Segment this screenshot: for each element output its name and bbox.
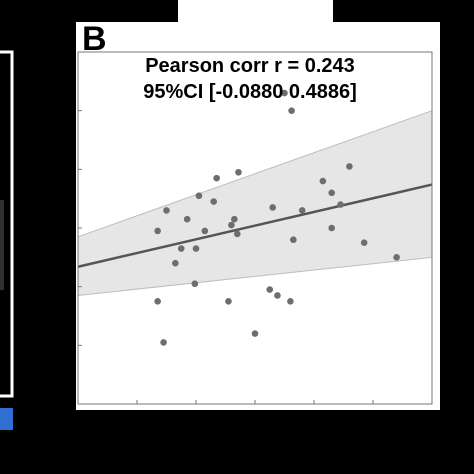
data-point — [201, 227, 209, 235]
data-point — [346, 163, 353, 170]
data-point — [266, 286, 274, 293]
data-point — [328, 224, 336, 232]
data-point — [177, 245, 185, 252]
data-point — [360, 239, 368, 246]
data-point — [231, 215, 238, 223]
data-point — [235, 168, 242, 176]
data-point — [281, 89, 288, 97]
pearson-annotation: Pearson corr r = 0.243 — [145, 55, 355, 77]
ci-annotation: 95%CI [-0.0880 0.4886] — [143, 81, 356, 103]
left-panel-legend-swatch — [0, 408, 13, 430]
data-point — [154, 227, 161, 235]
regression-line — [77, 183, 433, 268]
data-point — [183, 215, 191, 223]
data-point — [154, 298, 161, 305]
top-crop-tab — [178, 0, 333, 22]
data-point — [191, 280, 199, 288]
data-point — [298, 207, 306, 214]
data-point — [213, 174, 220, 182]
data-point — [288, 107, 295, 114]
axis-ticks — [77, 51, 433, 405]
data-point — [195, 192, 203, 200]
data-point — [337, 201, 344, 208]
data-point — [160, 339, 167, 346]
data-point — [287, 298, 294, 305]
data-point — [274, 292, 281, 299]
data-point — [228, 221, 235, 229]
data-point — [225, 298, 232, 305]
scatter-plot — [77, 51, 433, 405]
data-points — [154, 89, 400, 346]
data-point — [163, 207, 170, 214]
data-point — [192, 245, 200, 252]
data-point — [393, 254, 400, 261]
left-panel-image-sliver — [0, 200, 4, 290]
data-point — [290, 236, 297, 244]
data-point — [234, 230, 241, 238]
data-point — [319, 177, 327, 185]
data-point — [251, 330, 259, 337]
data-point — [328, 189, 336, 197]
data-point — [210, 198, 217, 205]
data-point — [172, 259, 179, 267]
data-point — [269, 204, 277, 211]
left-panel-frame — [0, 50, 14, 398]
